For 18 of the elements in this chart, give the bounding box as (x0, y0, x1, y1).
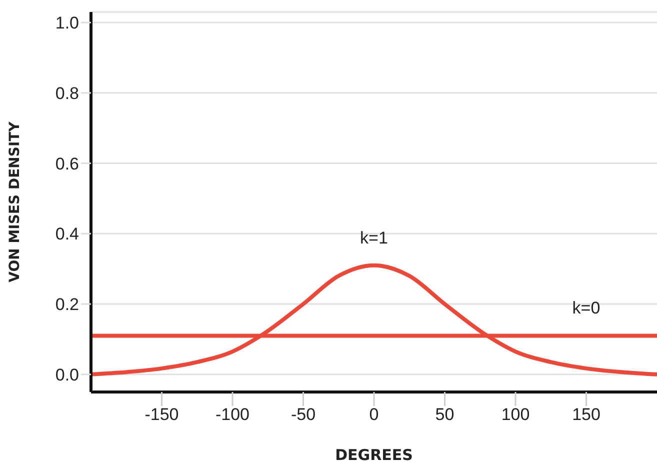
y-axis-title: VON MISES DENSITY (6, 120, 23, 282)
x-axis-title: DEGREES (335, 446, 413, 462)
y-tick-label: 0.0 (55, 365, 79, 384)
y-tick-label: 1.0 (55, 14, 79, 33)
y-tick-label: 0.6 (55, 154, 79, 174)
x-tick-label: 0 (369, 405, 379, 424)
y-tick-label: 0.4 (55, 224, 79, 244)
series-label: k=1 (360, 228, 388, 248)
series-label: k=0 (572, 298, 600, 318)
x-tick-label: 50 (435, 405, 454, 424)
line-series (91, 263, 657, 376)
x-tick-label: -150 (144, 405, 179, 424)
y-tick-label: 0.2 (55, 295, 79, 314)
x-tick-label: -100 (215, 405, 250, 424)
x-tick-label: 100 (501, 405, 530, 424)
x-tick-label: -50 (290, 405, 316, 424)
x-tick-label: 150 (572, 405, 600, 424)
y-tick-label: 0.8 (55, 84, 79, 103)
